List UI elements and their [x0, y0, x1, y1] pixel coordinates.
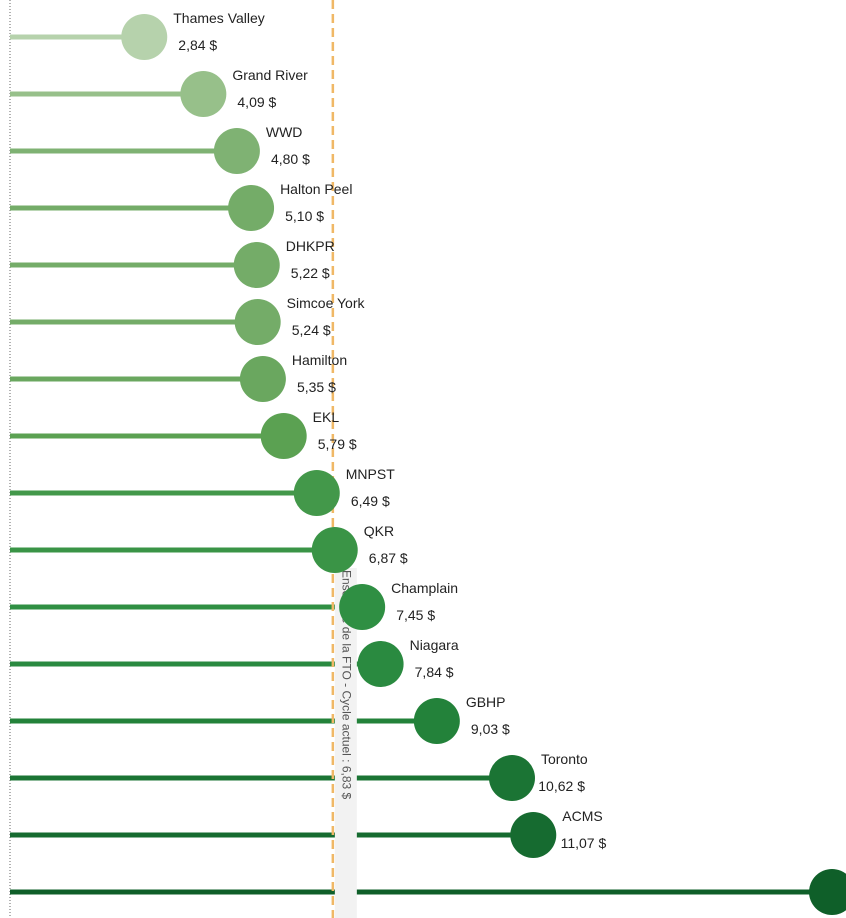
value-label-9: 6,87 $ — [369, 550, 408, 566]
category-label-1: Grand River — [232, 67, 308, 83]
category-label-3: Halton Peel — [280, 181, 352, 197]
category-label-8: MNPST — [346, 466, 395, 482]
category-label-6: Hamilton — [292, 352, 347, 368]
dot-10 — [339, 584, 386, 630]
value-label-13: 10,62 $ — [538, 778, 585, 794]
value-label-11: 7,84 $ — [415, 664, 454, 680]
dot-11 — [357, 641, 404, 687]
dot-1 — [180, 71, 227, 117]
value-label-8: 6,49 $ — [351, 493, 390, 509]
dot-13 — [488, 755, 535, 801]
dot-14 — [510, 812, 557, 858]
category-label-5: Simcoe York — [287, 295, 366, 311]
dot-2 — [213, 128, 260, 174]
dot-0 — [121, 14, 168, 60]
dots-group — [121, 14, 846, 915]
dot-3 — [228, 185, 275, 231]
dot-6 — [239, 356, 286, 402]
dot-12 — [413, 698, 460, 744]
category-label-7: EKL — [313, 409, 340, 425]
reference-line-label: Ensemble de la FTO - Cycle actuel : 6,83… — [340, 570, 354, 800]
category-label-13: Toronto — [541, 751, 588, 767]
dot-7 — [260, 413, 307, 459]
reference-line-group: Ensemble de la FTO - Cycle actuel : 6,83… — [331, 0, 357, 918]
dot-4 — [233, 242, 280, 288]
value-label-12: 9,03 $ — [471, 721, 510, 737]
value-label-1: 4,09 $ — [237, 94, 276, 110]
value-label-10: 7,45 $ — [396, 607, 435, 623]
category-label-4: DHKPR — [286, 238, 335, 254]
reference-label-backdrop — [334, 568, 357, 918]
category-label-11: Niagara — [410, 637, 459, 653]
value-label-5: 5,24 $ — [292, 322, 331, 338]
category-label-14: ACMS — [562, 808, 602, 824]
dot-8 — [293, 470, 340, 516]
category-label-9: QKR — [364, 523, 394, 539]
dot-15 — [809, 869, 846, 915]
dot-9 — [311, 527, 358, 573]
value-label-4: 5,22 $ — [291, 265, 330, 281]
stems-group — [10, 34, 832, 895]
value-label-7: 5,79 $ — [318, 436, 357, 452]
value-label-6: 5,35 $ — [297, 379, 336, 395]
category-label-12: GBHP — [466, 694, 506, 710]
value-label-14: 11,07 $ — [561, 835, 607, 851]
labels-group: Thames Valley 2,84 $ Grand River 4,09 $ WWD 4… — [173, 10, 607, 851]
value-label-0: 2,84 $ — [178, 37, 217, 53]
category-label-2: WWD — [266, 124, 303, 140]
category-label-0: Thames Valley — [173, 10, 265, 26]
value-label-3: 5,10 $ — [285, 208, 324, 224]
value-label-2: 4,80 $ — [271, 151, 310, 167]
dot-5 — [234, 299, 281, 345]
category-label-10: Champlain — [391, 580, 458, 596]
